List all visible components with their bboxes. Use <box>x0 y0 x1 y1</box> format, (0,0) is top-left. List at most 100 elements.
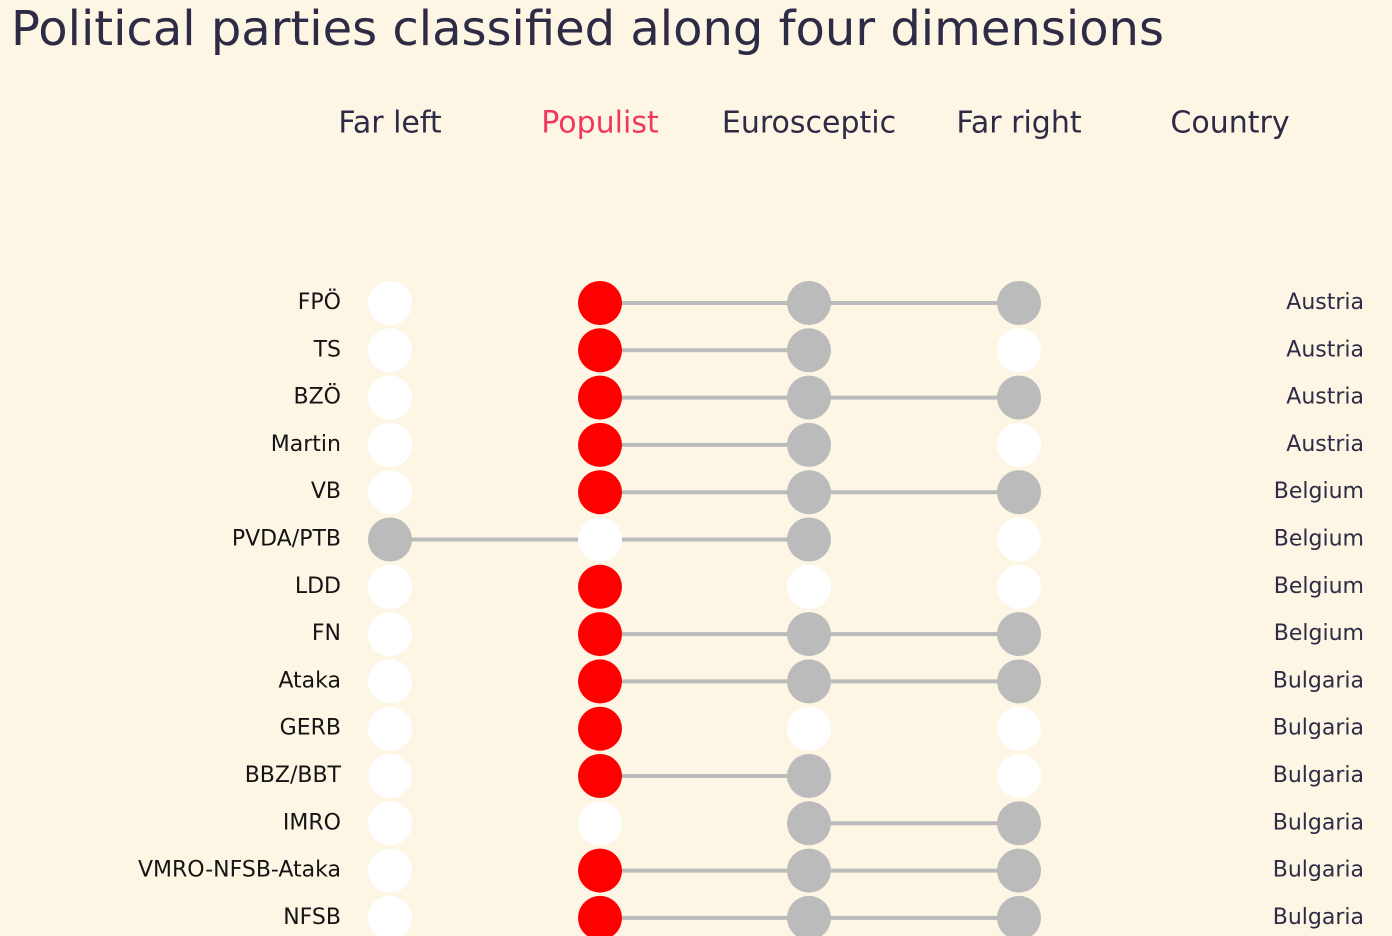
dot-eurosceptic <box>787 659 831 704</box>
dot-far-right <box>997 612 1041 657</box>
dot-far-right <box>997 328 1041 373</box>
dot-far-left <box>368 895 412 936</box>
dot-far-left <box>368 281 412 325</box>
dot-far-left <box>368 848 412 893</box>
dot-eurosceptic <box>787 848 831 893</box>
dot-eurosceptic <box>787 895 831 936</box>
dot-eurosceptic <box>787 801 831 846</box>
dot-populist <box>578 895 622 936</box>
dot-far-right <box>997 517 1041 562</box>
dot-eurosceptic <box>787 375 831 420</box>
party-label: LDD <box>295 574 341 599</box>
dot-far-left <box>368 659 412 704</box>
dot-populist <box>578 612 622 657</box>
dot-populist <box>578 422 622 467</box>
party-label: NFSB <box>283 905 341 930</box>
dot-far-right <box>997 801 1041 846</box>
dot-populist <box>578 848 622 893</box>
dot-far-right <box>997 281 1041 325</box>
party-label: BZÖ <box>294 384 341 410</box>
dot-eurosceptic <box>787 706 831 751</box>
country-label: Bulgaria <box>1273 716 1364 741</box>
country-label: Belgium <box>1274 479 1364 504</box>
dot-eurosceptic <box>787 612 831 657</box>
party-label: BBZ/BBT <box>245 763 342 788</box>
party-label: PVDA/PTB <box>232 527 341 552</box>
dot-eurosceptic <box>787 422 831 467</box>
party-label: GERB <box>280 716 341 741</box>
dot-far-left <box>368 564 412 609</box>
dot-far-right <box>997 375 1041 420</box>
dot-far-right <box>997 848 1041 893</box>
dot-far-right <box>997 895 1041 936</box>
country-label: Austria <box>1286 385 1364 410</box>
country-label: Belgium <box>1274 527 1364 552</box>
dot-populist <box>578 517 622 562</box>
country-label: Austria <box>1286 290 1364 315</box>
column-header-eurosceptic: Eurosceptic <box>722 106 896 141</box>
dot-populist <box>578 470 622 515</box>
dot-far-left <box>368 517 412 562</box>
dot-populist <box>578 281 622 325</box>
column-header-far-left: Far left <box>338 106 442 141</box>
party-row: TS Austria <box>313 328 1364 373</box>
party-row: NFSB Bulgaria <box>283 895 1364 936</box>
dot-far-left <box>368 328 412 373</box>
dot-far-right <box>997 564 1041 609</box>
column-header-populist: Populist <box>541 106 659 141</box>
country-label: Bulgaria <box>1273 810 1364 835</box>
party-row: BBZ/BBT Bulgaria <box>245 754 1364 798</box>
column-header-country: Country <box>1170 106 1289 141</box>
dot-far-right <box>997 754 1041 798</box>
dot-eurosceptic <box>787 754 831 798</box>
dot-far-left <box>368 470 412 515</box>
dot-far-right <box>997 422 1041 467</box>
party-label: FPÖ <box>298 289 341 315</box>
party-label: Ataka <box>278 668 341 693</box>
party-row: FPÖ Austria <box>298 281 1364 325</box>
dot-populist <box>578 328 622 373</box>
country-label: Austria <box>1286 337 1364 362</box>
country-label: Belgium <box>1274 621 1364 646</box>
party-row: GERB Bulgaria <box>280 706 1364 751</box>
dot-far-right <box>997 706 1041 751</box>
country-label: Belgium <box>1274 574 1364 599</box>
dot-populist <box>578 801 622 846</box>
party-row: Ataka Bulgaria <box>278 659 1364 704</box>
party-label: VB <box>311 479 341 504</box>
country-label: Bulgaria <box>1273 668 1364 693</box>
dot-far-left <box>368 706 412 751</box>
dot-eurosceptic <box>787 564 831 609</box>
dot-populist <box>578 375 622 420</box>
party-label: FN <box>312 621 341 646</box>
dot-far-left <box>368 754 412 798</box>
party-label: Martin <box>271 432 341 457</box>
chart-title: Political parties classified along four … <box>11 1 1164 57</box>
dot-far-left <box>368 801 412 846</box>
country-label: Bulgaria <box>1273 858 1364 883</box>
party-row: IMRO Bulgaria <box>283 801 1364 846</box>
dot-far-left <box>368 612 412 657</box>
dot-populist <box>578 659 622 704</box>
party-row: Martin Austria <box>271 422 1364 467</box>
party-label: TS <box>313 337 341 362</box>
dot-far-right <box>997 659 1041 704</box>
dot-eurosceptic <box>787 470 831 515</box>
party-row: VMRO-NFSB-Ataka Bulgaria <box>138 848 1364 893</box>
dot-populist <box>578 706 622 751</box>
dot-populist <box>578 564 622 609</box>
dot-eurosceptic <box>787 517 831 562</box>
column-header-far-right: Far right <box>956 106 1081 141</box>
dot-far-left <box>368 375 412 420</box>
party-row: FN Belgium <box>312 612 1364 657</box>
dot-far-left <box>368 422 412 467</box>
dot-populist <box>578 754 622 798</box>
dot-eurosceptic <box>787 281 831 325</box>
party-row: LDD Belgium <box>295 564 1364 609</box>
party-row: BZÖ Austria <box>294 375 1364 420</box>
dot-eurosceptic <box>787 328 831 373</box>
party-row: VB Belgium <box>311 470 1364 515</box>
dot-far-right <box>997 470 1041 515</box>
party-label: VMRO-NFSB-Ataka <box>138 858 341 883</box>
